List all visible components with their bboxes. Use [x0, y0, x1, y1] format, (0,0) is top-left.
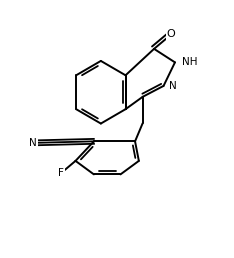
Text: O: O — [167, 29, 176, 39]
Text: F: F — [58, 168, 64, 178]
Text: N: N — [169, 81, 177, 91]
Text: N: N — [29, 138, 37, 148]
Text: NH: NH — [182, 57, 197, 67]
